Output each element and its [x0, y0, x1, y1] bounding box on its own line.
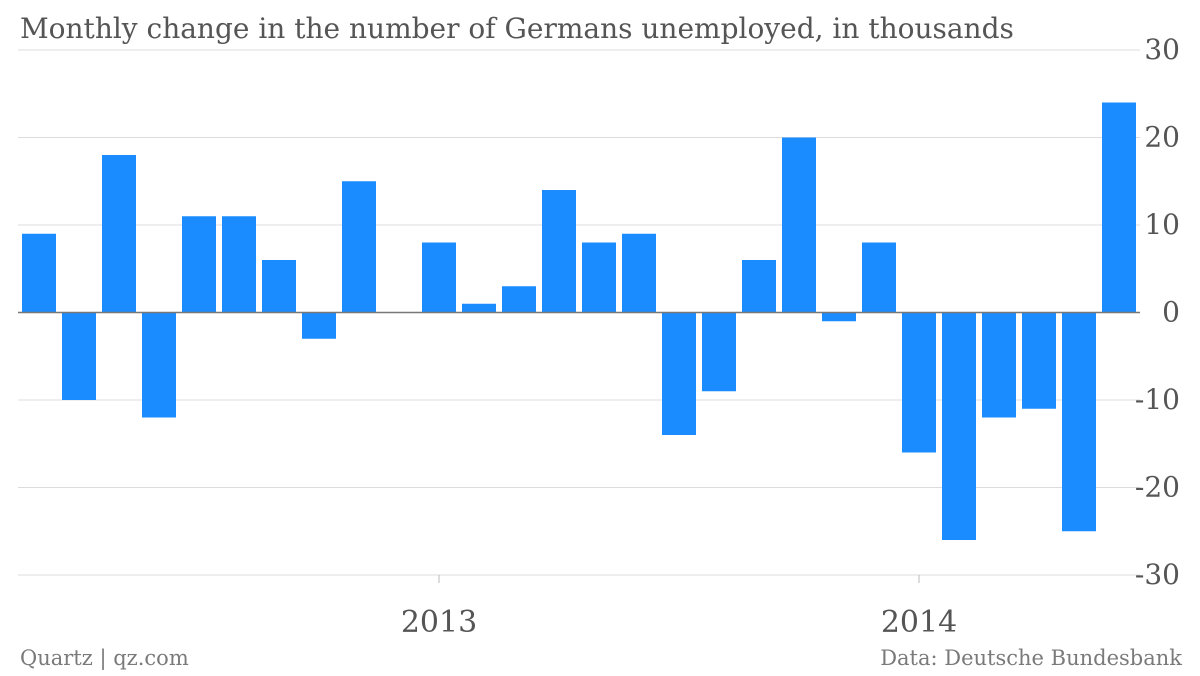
bar — [222, 216, 256, 313]
y-tick-label: -20 — [1135, 471, 1180, 504]
data-source: Data: Deutsche Bundesbank — [880, 646, 1182, 670]
y-tick-label: 10 — [1144, 208, 1180, 241]
bar — [742, 260, 776, 313]
bar — [622, 233, 656, 313]
x-tick-label: 2013 — [401, 605, 477, 640]
bar — [502, 286, 536, 313]
bar — [1022, 312, 1056, 409]
bar — [582, 242, 616, 313]
bar — [302, 312, 336, 339]
bar — [542, 190, 576, 313]
bar — [22, 233, 56, 313]
bar — [62, 312, 96, 400]
bar — [142, 312, 176, 418]
bar — [822, 312, 856, 322]
bar — [982, 312, 1016, 418]
bar — [182, 216, 216, 313]
bar — [1102, 102, 1136, 313]
bar — [902, 312, 936, 453]
bar — [1062, 312, 1096, 532]
bar — [662, 312, 696, 435]
bar — [342, 181, 376, 313]
source-credit: Quartz | qz.com — [20, 646, 189, 670]
bars — [22, 102, 1136, 540]
bar — [782, 137, 816, 313]
y-tick-label: 30 — [1144, 33, 1180, 66]
axes — [18, 311, 1140, 583]
chart-title: Monthly change in the number of Germans … — [20, 12, 1014, 45]
bar — [702, 312, 736, 392]
y-tick-label: 0 — [1162, 296, 1180, 329]
bar — [462, 303, 496, 313]
bar — [102, 155, 136, 313]
bar — [862, 242, 896, 313]
bar — [422, 242, 456, 313]
tick-labels: 30 20 10 0 -10 -20 -30 2013 2014 — [401, 33, 1180, 640]
bar — [262, 260, 296, 313]
bar — [942, 312, 976, 540]
x-tick-label: 2014 — [881, 605, 957, 640]
y-tick-label: -30 — [1135, 558, 1180, 591]
y-tick-label: -10 — [1135, 383, 1180, 416]
y-tick-label: 20 — [1144, 121, 1180, 154]
